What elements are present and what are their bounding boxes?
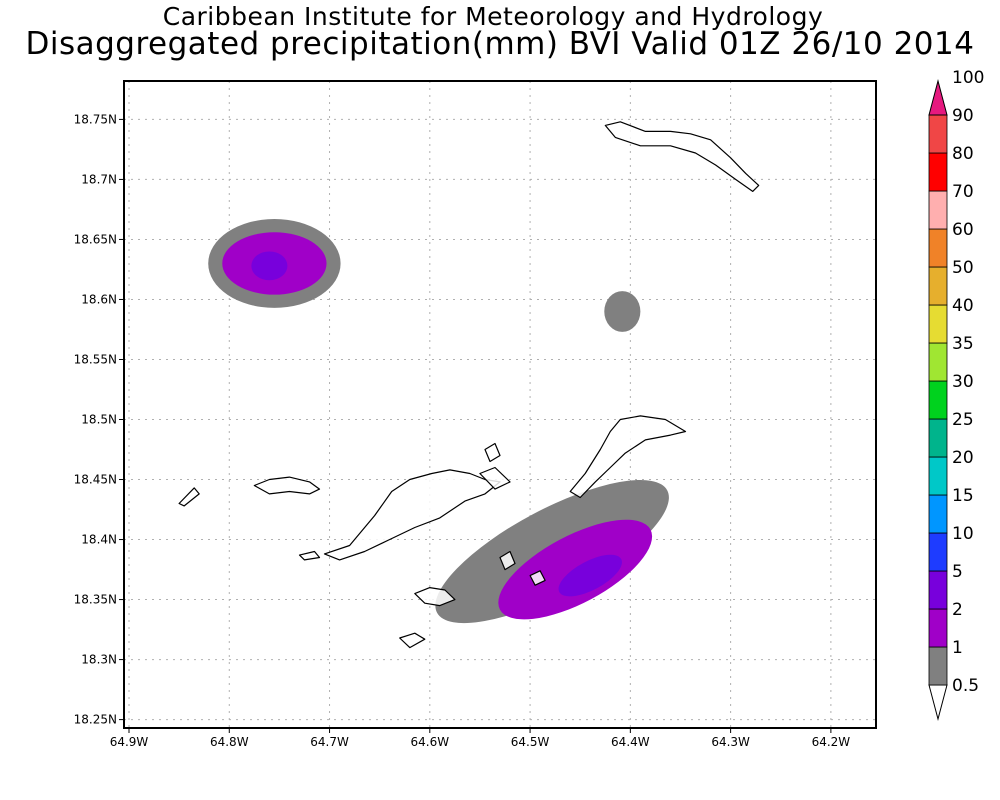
colorbar-label: 50 xyxy=(952,258,974,278)
colorbar-label: 40 xyxy=(952,296,974,316)
colorbar-bin xyxy=(928,266,948,306)
colorbar-bin xyxy=(928,380,948,420)
lon-tick-label: 64.9W xyxy=(110,735,149,749)
precip-cell-violet-band xyxy=(558,554,622,597)
lon-tick-label: 64.4W xyxy=(611,735,650,749)
colorbar-bin xyxy=(928,79,948,116)
island-anegada xyxy=(604,121,760,192)
colorbar-bin xyxy=(928,456,948,496)
island-salt-island xyxy=(529,570,546,586)
product-title: Disaggregated precipitation(mm) BVI Vali… xyxy=(25,26,975,62)
lon-tick-label: 64.8W xyxy=(210,735,249,749)
colorbar-bin xyxy=(928,190,948,230)
lat-tick-label: 18.3N xyxy=(81,653,117,667)
colorbar-label: 25 xyxy=(952,410,974,430)
colorbar-label: 5 xyxy=(952,562,963,582)
institute-title: Caribbean Institute for Meteorology and … xyxy=(162,2,824,31)
colorbar-label: 100 xyxy=(952,68,984,88)
colorbar-label: 20 xyxy=(952,448,974,468)
precipitation-field xyxy=(208,219,669,624)
precip-cell-gray-small xyxy=(604,291,641,332)
colorbar-label: 35 xyxy=(952,334,974,354)
colorbar-bin xyxy=(928,608,948,648)
lon-tick-label: 64.7W xyxy=(310,735,349,749)
map-grid xyxy=(124,81,876,728)
island-cooper-island xyxy=(499,550,516,571)
colorbar-bin xyxy=(928,494,948,534)
map-frame xyxy=(123,80,877,729)
precip-cell-violet xyxy=(251,251,288,281)
colorbar-bin xyxy=(928,152,948,192)
colorbar-bin xyxy=(928,342,948,382)
coastlines xyxy=(178,121,760,649)
colorbar-bin xyxy=(928,570,948,610)
lon-tick-label: 64.2W xyxy=(812,735,851,749)
island-beef-island xyxy=(479,466,511,490)
colorbar-bin xyxy=(928,684,948,721)
colorbar-label: 2 xyxy=(952,600,963,620)
lat-tick-label: 18.35N xyxy=(74,593,117,607)
island-norman-island xyxy=(399,632,426,649)
island-tortola xyxy=(323,469,501,561)
colorbar-bin xyxy=(928,646,948,686)
longitude-axis: 64.9W 64.8W 64.7W 64.6W 64.5W 64.4W 64.3W 64.2W xyxy=(110,728,851,749)
latitude-axis: 18.25N 18.3N 18.35N 18.4N 18.45N 18.5N 18.55N 1… xyxy=(74,112,124,727)
colorbar-label: 15 xyxy=(952,486,974,506)
colorbar-bin xyxy=(928,532,948,572)
colorbar-label: 70 xyxy=(952,182,974,202)
lat-tick-label: 18.4N xyxy=(81,533,117,547)
colorbar-label: 90 xyxy=(952,106,974,126)
colorbar-label: 60 xyxy=(952,220,974,240)
lon-tick-label: 64.6W xyxy=(411,735,450,749)
colorbar-label: 80 xyxy=(952,144,974,164)
lat-tick-label: 18.7N xyxy=(81,172,117,186)
lat-tick-label: 18.45N xyxy=(74,473,117,487)
lat-tick-label: 18.6N xyxy=(81,292,117,306)
lat-tick-label: 18.75N xyxy=(74,112,117,126)
colorbar-label: 10 xyxy=(952,524,974,544)
colorbar-bin xyxy=(928,418,948,458)
island-little-thatch xyxy=(298,550,321,561)
lat-tick-label: 18.55N xyxy=(74,352,117,366)
island-virgin-gorda xyxy=(569,415,687,499)
lat-tick-label: 18.65N xyxy=(74,232,117,246)
colorbar-bin xyxy=(928,114,948,154)
colorbar-label: 0.5 xyxy=(952,676,979,696)
island-jost-van-dyke xyxy=(253,476,321,495)
island-peter-island xyxy=(414,586,456,607)
lat-tick-label: 18.5N xyxy=(81,413,117,427)
island-great-camanoe xyxy=(484,442,501,463)
lon-tick-label: 64.5W xyxy=(511,735,550,749)
island-little-jost xyxy=(178,487,200,507)
colorbar-bin xyxy=(928,304,948,344)
lat-tick-label: 18.25N xyxy=(74,713,117,727)
colorbar-bin xyxy=(928,228,948,268)
colorbar-label: 30 xyxy=(952,372,974,392)
colorbar-label: 1 xyxy=(952,638,963,658)
lon-tick-label: 64.3W xyxy=(711,735,750,749)
